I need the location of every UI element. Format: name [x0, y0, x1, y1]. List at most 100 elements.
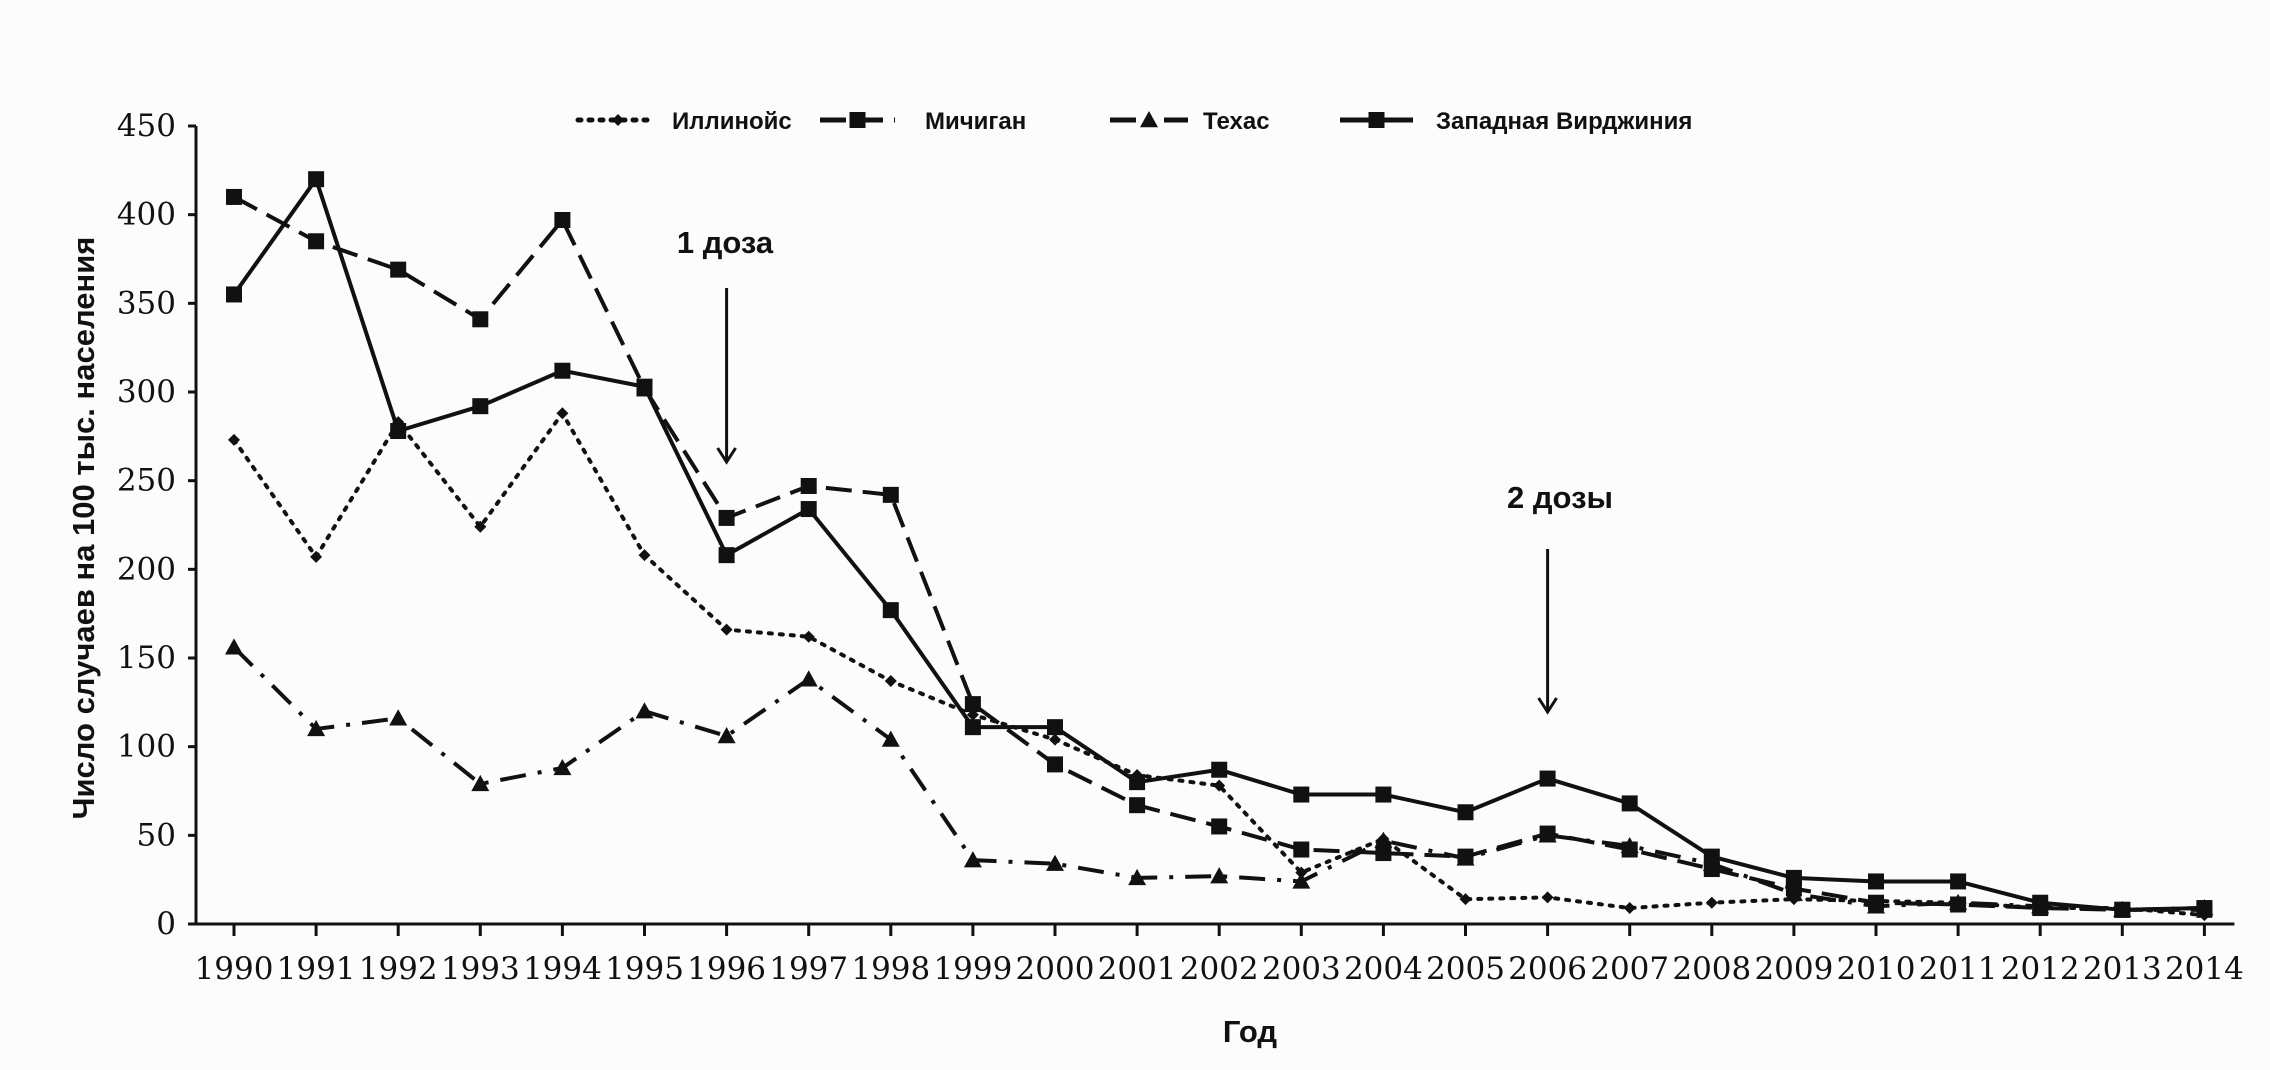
x-tick-label: 2004 [1344, 951, 1423, 987]
x-tick-label: 2007 [1590, 951, 1669, 987]
data-point [1867, 897, 1885, 914]
data-point [226, 286, 242, 303]
data-point [1541, 891, 1554, 904]
data-point [1785, 869, 1802, 886]
data-point [718, 509, 735, 526]
legend-swatch-marker [1140, 111, 1158, 128]
data-point [1129, 774, 1146, 791]
y-tick-label: 0 [156, 906, 176, 942]
data-point [799, 670, 818, 687]
y-tick-label: 450 [117, 108, 176, 144]
x-tick-label: 2002 [1180, 951, 1259, 987]
data-point [308, 171, 325, 188]
x-tick-label: 2000 [1016, 951, 1095, 987]
data-point [1293, 841, 1310, 858]
data-point [1049, 733, 1061, 746]
data-point [553, 758, 572, 776]
y-tick-label: 300 [117, 374, 176, 410]
data-point [1538, 826, 1557, 843]
annotations: 1 доза 2 дозы [677, 225, 1613, 715]
data-point [882, 486, 899, 503]
x-tick-label: 1993 [441, 951, 520, 987]
data-point [1457, 804, 1474, 821]
x-tick-label: 2010 [1837, 951, 1916, 987]
data-point [390, 423, 407, 440]
data-point [390, 261, 407, 278]
data-point [1784, 884, 1803, 902]
data-point [720, 623, 733, 636]
series-line [233, 195, 2205, 912]
y-tick-label: 100 [117, 729, 176, 765]
x-tick-label: 1998 [851, 951, 930, 987]
data-point [1047, 756, 1063, 773]
series-2 [226, 188, 2213, 918]
data-point [1949, 893, 1968, 910]
data-point [554, 211, 571, 228]
legend-item: Западная Вирджиния [1340, 108, 1692, 135]
annotation-label: 1 доза [677, 225, 774, 260]
legend-label: Техас [1203, 108, 1270, 135]
legend-label: Мичиган [925, 108, 1026, 135]
legend-item: Мичиган [820, 108, 1026, 135]
data-point [2114, 901, 2131, 918]
legend: Иллинойс Мичиган Техас Западная Вирджиния [575, 108, 1692, 135]
legend-item: Иллинойс [575, 108, 792, 135]
x-tick-label: 2009 [1754, 951, 1833, 987]
series-4 [226, 171, 2213, 918]
data-point [1047, 719, 1063, 736]
x-tick-label: 2005 [1426, 951, 1505, 987]
data-point [718, 547, 735, 564]
data-point [226, 188, 242, 205]
data-point [1046, 854, 1064, 871]
data-point [1621, 795, 1638, 812]
legend-item: Техас [1110, 108, 1270, 135]
x-tick-label: 1992 [359, 951, 438, 987]
x-tick-label: 1996 [687, 951, 766, 987]
data-point [471, 774, 490, 792]
x-tick-label: 2003 [1262, 951, 1341, 987]
data-point [307, 719, 326, 737]
data-point [556, 407, 569, 420]
data-point [472, 311, 489, 328]
data-point [884, 675, 897, 688]
data-point [2196, 900, 2213, 917]
series-line [232, 177, 2205, 912]
data-point [1703, 848, 1720, 865]
data-point [1293, 786, 1310, 803]
annotation-arrowhead [716, 447, 737, 465]
data-point [389, 709, 408, 726]
data-point [1623, 902, 1636, 915]
series-1 [228, 407, 2211, 922]
data-point [228, 433, 240, 446]
legend-swatch-marker [1368, 112, 1385, 128]
data-point [882, 602, 899, 619]
data-point [964, 719, 981, 736]
data-point [1211, 761, 1228, 778]
data-point [554, 362, 571, 379]
data-point [802, 630, 815, 643]
x-tick-label: 2011 [1919, 951, 1998, 987]
data-point [310, 550, 323, 563]
data-point [1950, 873, 1967, 890]
data-point [1292, 872, 1311, 889]
data-point [308, 233, 325, 250]
legend-label: Западная Вирджиния [1436, 108, 1692, 135]
data-point [1374, 831, 1393, 848]
annotation: 2 дозы [1507, 480, 1613, 715]
data-point [2032, 894, 2049, 911]
x-tick-label: 1999 [933, 951, 1012, 987]
legend-swatch-marker [849, 112, 866, 128]
data-point [1456, 849, 1475, 866]
y-tick-label: 250 [117, 463, 176, 499]
annotation: 1 доза [677, 225, 774, 465]
data-point [1620, 836, 1639, 854]
data-point [1705, 896, 1718, 909]
legend-label: Иллинойс [672, 108, 792, 135]
x-axis-title: Год [1223, 1014, 1278, 1049]
y-tick-label: 150 [117, 640, 176, 676]
data-point [964, 696, 981, 713]
series-layer [225, 171, 2214, 922]
data-point [1210, 867, 1229, 884]
data-point [1211, 818, 1228, 835]
